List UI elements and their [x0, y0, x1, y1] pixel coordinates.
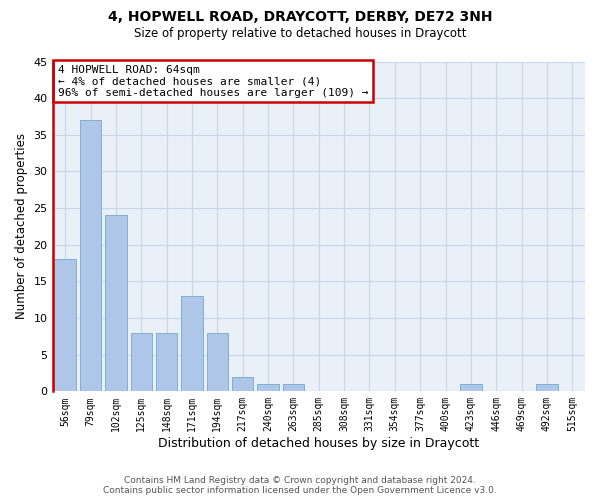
Bar: [131, 332, 152, 392]
Bar: [283, 384, 304, 392]
Bar: [80, 120, 101, 392]
Text: 4 HOPWELL ROAD: 64sqm
← 4% of detached houses are smaller (4)
96% of semi-detach: 4 HOPWELL ROAD: 64sqm ← 4% of detached h…: [58, 65, 368, 98]
Text: Contains HM Land Registry data © Crown copyright and database right 2024.
Contai: Contains HM Land Registry data © Crown c…: [103, 476, 497, 495]
Bar: [460, 384, 482, 392]
Bar: [105, 216, 127, 392]
Bar: [232, 376, 253, 392]
Bar: [206, 332, 228, 392]
Bar: [55, 260, 76, 392]
Text: 4, HOPWELL ROAD, DRAYCOTT, DERBY, DE72 3NH: 4, HOPWELL ROAD, DRAYCOTT, DERBY, DE72 3…: [108, 10, 492, 24]
Text: Size of property relative to detached houses in Draycott: Size of property relative to detached ho…: [134, 28, 466, 40]
X-axis label: Distribution of detached houses by size in Draycott: Distribution of detached houses by size …: [158, 437, 479, 450]
Bar: [257, 384, 279, 392]
Bar: [536, 384, 558, 392]
Y-axis label: Number of detached properties: Number of detached properties: [15, 134, 28, 320]
Bar: [181, 296, 203, 392]
Bar: [156, 332, 178, 392]
